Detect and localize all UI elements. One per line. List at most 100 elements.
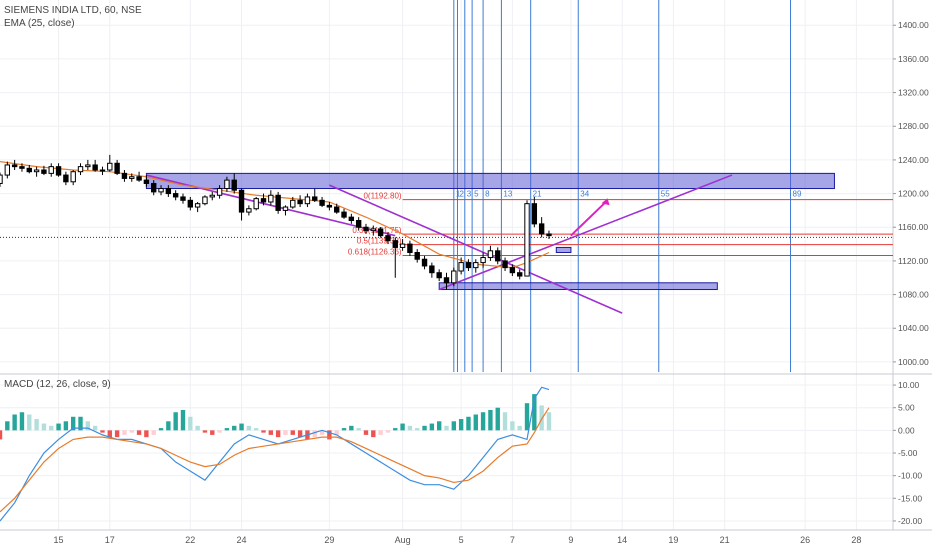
macd-axis-label: -5.00	[898, 448, 918, 458]
time-axis-label: 22	[185, 535, 195, 545]
time-cycle-label: 21	[533, 190, 542, 199]
time-cycle-label: 13	[503, 190, 512, 199]
macd-histogram-bar	[202, 430, 208, 433]
macd-histogram-bar	[312, 430, 317, 438]
macd-histogram-bar	[56, 423, 61, 431]
candle-body	[55, 166, 62, 176]
price-axis-label: 1000.00	[898, 357, 929, 367]
candle-body	[143, 179, 150, 184]
candle-body	[194, 203, 201, 208]
trendline	[329, 184, 623, 314]
fib-level-label: 0(1192.80)	[363, 192, 401, 201]
candle-body	[458, 262, 464, 272]
macd-histogram-bar	[261, 430, 266, 433]
candle-body	[312, 196, 318, 201]
price-axis-label: 1200.00	[898, 189, 929, 199]
candle-body	[348, 216, 355, 222]
macd-histogram-bar	[400, 423, 405, 431]
macd-histogram-bar	[268, 430, 274, 435]
macd-histogram-bar	[158, 428, 164, 431]
macd-histogram-bar	[480, 412, 486, 431]
macd-histogram-bar	[341, 428, 347, 431]
time-axis-label: Aug	[395, 535, 411, 545]
fib-level-label: 0.5(1139.38)	[357, 237, 402, 246]
symbol-title: SIEMENS INDIA LTD, 60, NSE	[4, 5, 142, 16]
macd-axis-label: 10.00	[898, 380, 920, 390]
candle-body	[107, 162, 113, 171]
macd-histogram-bar	[12, 414, 17, 431]
candle-body	[202, 196, 208, 205]
candle-body	[377, 228, 384, 237]
candle-body	[495, 250, 501, 262]
macd-histogram-bar	[429, 423, 435, 431]
candle-body	[524, 203, 530, 277]
macd-histogram-bar	[71, 416, 76, 431]
candle-body	[158, 188, 164, 193]
candle-body	[370, 228, 376, 232]
time-axis-label: 9	[568, 535, 573, 545]
time-axis-label: 24	[237, 535, 247, 545]
macd-histogram-bar	[334, 430, 339, 435]
macd-histogram-bar	[232, 425, 237, 431]
macd-histogram-bar	[275, 430, 281, 438]
macd-histogram-bar	[180, 409, 186, 431]
signal-line	[0, 407, 550, 513]
zone-rect	[555, 246, 572, 253]
projection-arrow	[570, 199, 609, 237]
trendline	[438, 174, 733, 291]
time-axis-label: 14	[617, 535, 627, 545]
candle-body	[282, 206, 289, 211]
candle-body	[121, 172, 128, 179]
candle-body	[26, 167, 32, 173]
candle-body	[341, 211, 347, 218]
candle-body	[48, 166, 54, 174]
candle-body	[77, 166, 84, 173]
macd-histogram-bar	[217, 430, 222, 433]
price-axis-label: 1360.00	[898, 54, 929, 64]
macd-histogram-bar	[151, 430, 156, 435]
macd-histogram-bar	[539, 405, 544, 431]
candle-body	[33, 169, 40, 173]
candle-body	[392, 240, 398, 248]
time-axis-label: 29	[324, 535, 334, 545]
macd-histogram-bar	[502, 412, 508, 431]
time-cycle-label: 8	[485, 190, 490, 199]
macd-axis-label: -10.00	[898, 471, 922, 481]
macd-axis-label: -15.00	[898, 493, 922, 503]
candle-body	[180, 196, 186, 201]
candle-body	[172, 193, 179, 198]
candle-body	[63, 174, 69, 183]
macd-histogram-bar	[546, 412, 552, 431]
macd-histogram-bar	[122, 430, 127, 435]
candle-body	[480, 257, 486, 264]
macd-histogram-bar	[510, 421, 515, 431]
macd-histogram-bar	[356, 428, 361, 431]
candle-body	[187, 199, 194, 208]
macd-histogram-bar	[297, 430, 303, 438]
time-axis-label: 28	[851, 535, 861, 545]
candle-body	[224, 179, 230, 190]
zone-rect	[438, 282, 718, 291]
ema-legend-label: EMA (25, close)	[4, 18, 75, 29]
macd-histogram-bar	[114, 430, 120, 438]
macd-legend: MACD (12, 26, close, 9)	[4, 378, 111, 391]
macd-histogram-bar	[136, 430, 142, 435]
time-cycle-label: 55	[661, 190, 670, 199]
candle-body	[538, 223, 545, 235]
macd-axis-label: -20.00	[898, 516, 922, 526]
macd-histogram-bar	[5, 421, 10, 431]
candle-body	[216, 188, 223, 196]
time-cycle-label: 1	[456, 190, 461, 199]
candle-body	[436, 272, 442, 279]
candle-body	[0, 174, 3, 184]
candle-body	[129, 176, 135, 179]
time-axis-label: 17	[105, 535, 115, 545]
candle-body	[165, 188, 172, 195]
time-cycle-label: 2	[459, 190, 464, 199]
macd-histogram-bar	[466, 416, 471, 431]
candle-body	[502, 260, 508, 269]
price-axis-label: 1040.00	[898, 323, 929, 333]
candle-body	[509, 267, 516, 274]
